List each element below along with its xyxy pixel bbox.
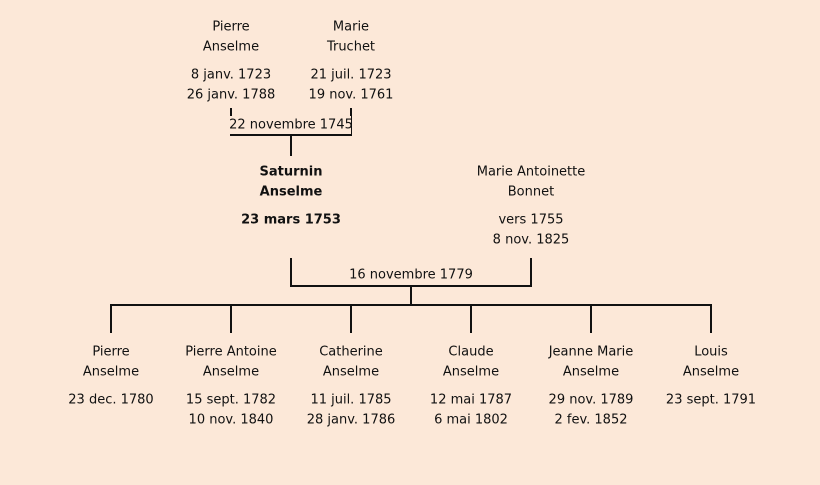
date: 19 nov. 1761 (309, 88, 394, 103)
given-name: Jeanne Marie (548, 345, 634, 360)
given-name: Pierre (92, 345, 129, 360)
surname: Anselme (323, 365, 379, 380)
given-name: Claude (448, 345, 493, 360)
given-name: Pierre (212, 20, 249, 35)
surname: Anselme (443, 365, 499, 380)
date: 2 fev. 1852 (554, 413, 627, 428)
surname: Anselme (260, 185, 323, 200)
label-bg (350, 266, 472, 284)
surname: Anselme (203, 365, 259, 380)
date: 26 janv. 1788 (187, 88, 276, 103)
given-name: Saturnin (260, 165, 323, 180)
label-bg (230, 116, 351, 134)
given-name: Pierre Antoine (185, 345, 277, 360)
date: 29 nov. 1789 (549, 393, 634, 408)
surname: Anselme (563, 365, 619, 380)
surname: Anselme (203, 40, 259, 55)
date: 15 sept. 1782 (186, 393, 276, 408)
date: 6 mai 1802 (434, 413, 508, 428)
given-name: Louis (694, 345, 728, 360)
date: 8 janv. 1723 (191, 68, 271, 83)
marriage-date: 22 novembre 1745 (229, 118, 353, 133)
date: 8 nov. 1825 (493, 233, 570, 248)
surname: Anselme (83, 365, 139, 380)
given-name: Catherine (319, 345, 383, 360)
date: 23 sept. 1791 (666, 393, 756, 408)
date: 21 juil. 1723 (310, 68, 391, 83)
surname: Anselme (683, 365, 739, 380)
date: 23 dec. 1780 (68, 393, 153, 408)
given-name: Marie (333, 20, 369, 35)
date: 23 mars 1753 (241, 213, 341, 228)
surname: Truchet (326, 40, 375, 55)
given-name: Marie Antoinette (477, 165, 586, 180)
date: 12 mai 1787 (430, 393, 512, 408)
date: 28 janv. 1786 (307, 413, 396, 428)
date: 11 juil. 1785 (310, 393, 391, 408)
marriage-date: 16 novembre 1779 (349, 268, 473, 283)
date: vers 1755 (498, 213, 563, 228)
date: 10 nov. 1840 (189, 413, 274, 428)
surname: Bonnet (508, 185, 554, 200)
